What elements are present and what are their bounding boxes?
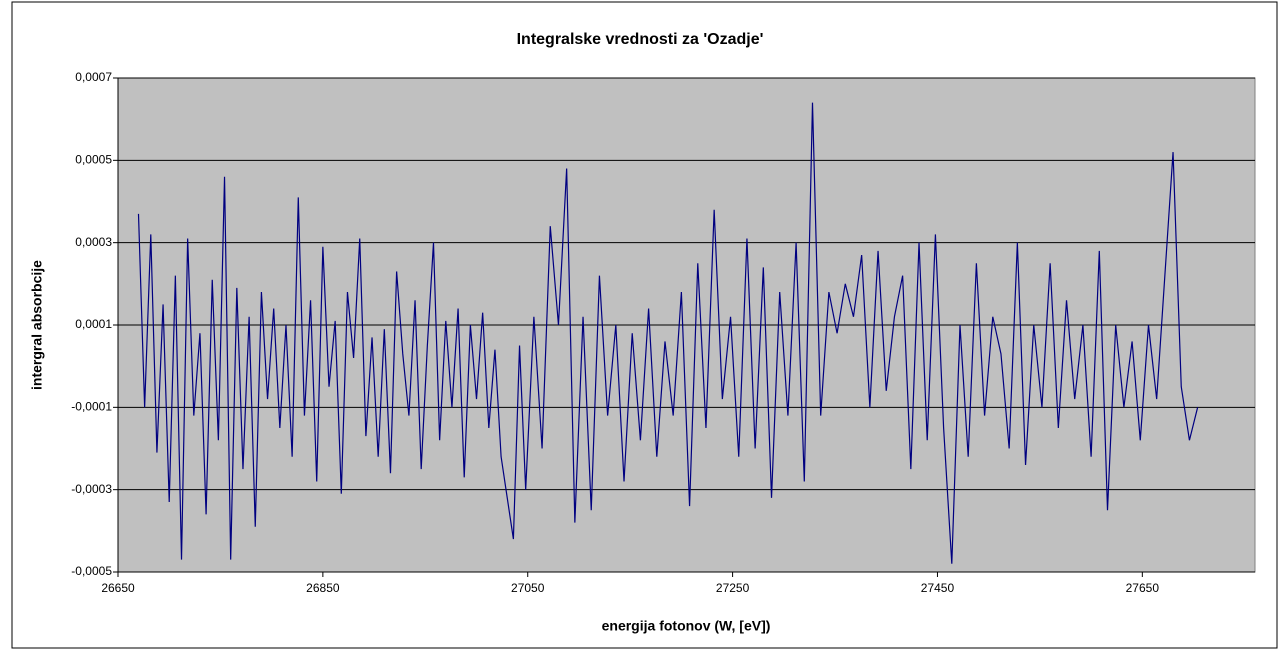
- x-tick-label: 27050: [511, 581, 545, 595]
- x-tick-label: 27650: [1126, 581, 1160, 595]
- y-tick-label: 0,0001: [75, 317, 112, 331]
- x-tick-label: 27450: [921, 581, 955, 595]
- y-tick-label: 0,0007: [75, 70, 112, 84]
- y-tick-label: 0,0005: [75, 153, 112, 167]
- data-line: [137, 102, 1199, 564]
- y-tick-label: -0,0001: [71, 400, 112, 414]
- x-tick-label: 26650: [101, 581, 135, 595]
- y-tick-label: 0,0003: [75, 235, 112, 249]
- x-tick-label: 27250: [716, 581, 750, 595]
- x-tick-label: 26850: [306, 581, 340, 595]
- y-tick-label: -0,0005: [71, 564, 112, 578]
- x-axis-label: energija fotonov (W, [eV]): [602, 618, 771, 634]
- y-tick-label: -0,0003: [71, 482, 112, 496]
- y-axis-label: intergral absorbcije: [29, 260, 45, 390]
- chart-title: Integralske vrednosti za 'Ozadje': [517, 31, 764, 48]
